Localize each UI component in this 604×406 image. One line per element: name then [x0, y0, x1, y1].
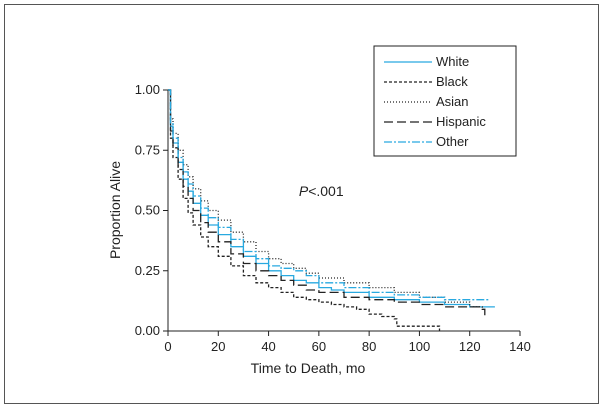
- x-axis-label: Time to Death, mo: [251, 360, 366, 376]
- x-tick-label: 0: [164, 339, 171, 354]
- p-value-annotation: P<.001: [299, 183, 344, 199]
- x-tick-label: 100: [409, 339, 431, 354]
- legend-label-other: Other: [436, 134, 469, 149]
- axes: 0.00 0.25 0.50 0.75 1.00 0 20 40 60 80 100 120 140: [135, 82, 531, 354]
- legend-label-hispanic: Hispanic: [436, 114, 486, 129]
- series-line-white: [168, 89, 495, 308]
- legend-box: [373, 45, 517, 157]
- x-tick-label: 120: [459, 339, 481, 354]
- y-tick-label: 0.25: [135, 263, 160, 278]
- series-line-black: [168, 89, 441, 331]
- x-tick-label: 140: [509, 339, 531, 354]
- y-tick-label: 0.50: [135, 203, 160, 218]
- series-line-other: [168, 89, 490, 301]
- y-tick-label: 1.00: [135, 82, 160, 97]
- p-symbol: P: [299, 183, 309, 199]
- x-tick-label: 60: [312, 339, 326, 354]
- x-tick-label: 40: [261, 339, 275, 354]
- p-value-text: <.001: [308, 183, 344, 199]
- legend-label-black: Black: [436, 74, 468, 89]
- x-tick-label: 20: [211, 339, 225, 354]
- series-layer: [168, 89, 495, 331]
- legend-label-white: White: [436, 54, 469, 69]
- y-axis-label: Proportion Alive: [107, 161, 123, 259]
- y-tick-label: 0.75: [135, 142, 160, 157]
- series-line-hispanic: [168, 89, 486, 319]
- x-tick-label: 80: [362, 339, 376, 354]
- legend: White Black Asian Hispanic Other: [373, 45, 517, 157]
- y-tick-label: 0.00: [135, 323, 160, 338]
- legend-label-asian: Asian: [436, 94, 469, 109]
